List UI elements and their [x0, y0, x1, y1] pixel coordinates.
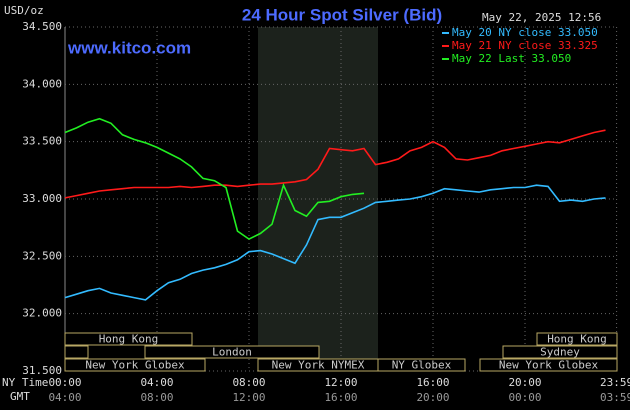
session-label: New York Globex — [85, 359, 185, 372]
x-tick-label: 08:00 — [232, 376, 265, 389]
legend-label: May 21 NY close 33.325 — [452, 39, 598, 52]
y-tick-label: 31.500 — [22, 364, 62, 377]
y-tick-label: 33.500 — [22, 135, 62, 148]
session-label: Hong Kong — [547, 333, 607, 346]
y-tick-label: 32.000 — [22, 307, 62, 320]
series-line — [64, 129, 606, 199]
gmt-tick-label: 04:00 — [48, 391, 81, 404]
y-tick-label: 32.500 — [22, 249, 62, 262]
x-row-label: NY Time — [2, 376, 48, 389]
series-line — [64, 117, 365, 241]
legend-label: May 20 NY close 33.050 — [452, 26, 598, 39]
y-tick-label: 34.500 — [22, 20, 62, 33]
x-tick-label: 23:59 — [600, 376, 630, 389]
x-tick-label: 04:00 — [140, 376, 173, 389]
legend-label: May 22 Last 33.050 — [452, 52, 571, 65]
gmt-row-label: GMT — [10, 390, 30, 403]
session-label: New York Globex — [499, 359, 599, 372]
session-box — [536, 332, 618, 346]
series-line — [64, 184, 606, 301]
x-tick-label: 12:00 — [324, 376, 357, 389]
x-tick-label: 20:00 — [508, 376, 541, 389]
gmt-tick-label: 12:00 — [232, 391, 265, 404]
chart-title: 24 Hour Spot Silver (Bid) — [242, 5, 442, 24]
y-tick-label: 34.000 — [22, 77, 62, 90]
x-tick-label: 16:00 — [416, 376, 449, 389]
unit-label: USD/oz — [4, 4, 44, 17]
session-label: London — [212, 346, 252, 359]
watermark: www.kitco.com — [67, 38, 191, 57]
gmt-tick-label: 16:00 — [324, 391, 357, 404]
session-box — [64, 332, 193, 346]
session-box — [479, 358, 618, 372]
gmt-tick-label: 20:00 — [416, 391, 449, 404]
session-box — [377, 358, 466, 372]
date-label: May 22, 2025 12:56 — [482, 11, 601, 24]
gmt-tick-label: 00:00 — [508, 391, 541, 404]
gmt-tick-label: 08:00 — [140, 391, 173, 404]
x-tick-label: 00:00 — [48, 376, 81, 389]
session-label: NY Globex — [392, 359, 452, 372]
session-label: New York NYMEX — [272, 359, 365, 372]
session-box — [64, 358, 206, 372]
gmt-tick-label: 03:59 — [600, 391, 630, 404]
session-box — [502, 345, 618, 359]
session-box — [144, 345, 320, 359]
y-tick-label: 33.000 — [22, 192, 62, 205]
session-label: Hong Kong — [99, 333, 159, 346]
session-label: Sydney — [540, 346, 580, 359]
session-box — [64, 345, 89, 359]
